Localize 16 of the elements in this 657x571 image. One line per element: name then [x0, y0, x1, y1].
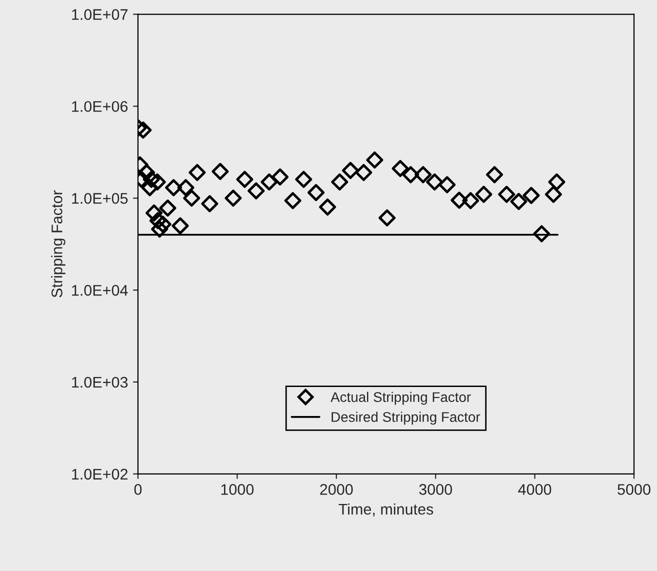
x-tick-label: 0: [134, 484, 142, 495]
x-tick-label: 1000: [221, 484, 254, 495]
x-tick-label: 4000: [518, 484, 552, 495]
y-axis-title: Stripping Factor: [51, 190, 66, 298]
y-tick-label: 1.0E+02: [72, 468, 128, 480]
y-tick-label: 1.0E+05: [72, 193, 128, 204]
x-axis-title: Time, minutes: [338, 503, 434, 516]
y-tick-label: 1.0E+03: [72, 376, 128, 388]
x-tick-label: 3000: [419, 484, 452, 495]
y-tick-label: 1.0E+07: [72, 9, 128, 20]
legend-label: Actual Stripping Factor: [330, 392, 471, 405]
x-tick-label: 5000: [618, 484, 650, 495]
y-tick-label: 1.0E+06: [72, 101, 128, 112]
y-tick-label: 1.0E+04: [72, 284, 128, 296]
x-tick-label: 2000: [320, 484, 353, 495]
legend-label: Desired Stripping Factor: [332, 412, 480, 425]
